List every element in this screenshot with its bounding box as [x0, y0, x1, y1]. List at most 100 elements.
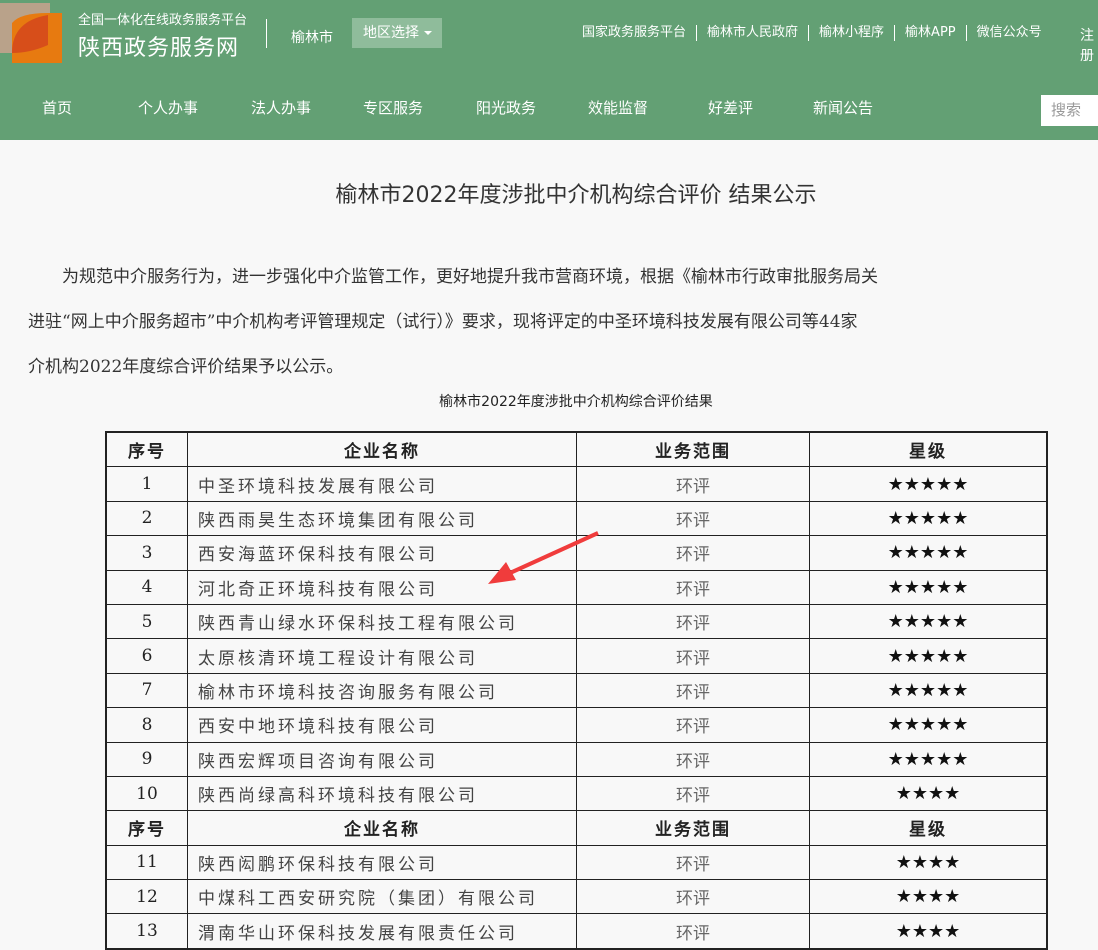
- business-scope: 环评: [576, 569, 810, 605]
- row-number: 5: [105, 603, 188, 640]
- site-logo[interactable]: [0, 3, 62, 63]
- search-input[interactable]: 搜索: [1041, 95, 1098, 126]
- star-rating: ★★★★: [809, 775, 1048, 812]
- table-row: 8 西安中地环境科技有限公司 环评 ★★★★★: [105, 707, 1048, 743]
- current-city: 榆林市: [291, 30, 333, 46]
- table-row: 10 陕西尚绿高科环境科技有限公司 环评 ★★★★: [105, 775, 1048, 812]
- table-title: 榆林市2022年度涉批中介机构综合评价结果: [439, 394, 713, 410]
- business-scope: 环评: [576, 879, 810, 915]
- star-rating: ★★★★★: [809, 707, 1048, 743]
- row-number: 9: [105, 741, 188, 777]
- star-rating: ★★★★★: [809, 500, 1048, 537]
- top-link[interactable]: 榆林小程序: [808, 25, 894, 41]
- business-scope: 环评: [576, 913, 810, 950]
- top-link[interactable]: 榆林APP: [894, 25, 966, 41]
- company-name: 中圣环境科技发展有限公司: [187, 466, 577, 502]
- company-name: 陕西闳鹏环保科技有限公司: [187, 844, 577, 881]
- row-number: 1: [105, 466, 188, 502]
- star-rating: ★★★★: [809, 844, 1048, 881]
- platform-label: 全国一体化在线政务服务平台: [78, 13, 248, 28]
- nav-rating[interactable]: 好差评: [708, 99, 754, 117]
- nav-corporate[interactable]: 法人办事: [251, 99, 312, 117]
- row-number: 12: [105, 879, 188, 915]
- column-header: 序号: [105, 431, 188, 468]
- row-number: 3: [105, 535, 188, 571]
- nav-personal[interactable]: 个人办事: [138, 99, 199, 117]
- nav-supervision[interactable]: 效能监督: [588, 99, 649, 117]
- top-link[interactable]: 国家政务服务平台: [582, 25, 687, 40]
- site-name[interactable]: 陕西政务服务网: [78, 36, 240, 61]
- site-header: 全国一体化在线政务服务平台 陕西政务服务网 榆林市 地区选择 国家政务服务平台 …: [0, 0, 1098, 140]
- business-scope: 环评: [576, 844, 810, 881]
- star-rating: ★★★★★: [809, 672, 1048, 709]
- company-name: 太原核清环境工程设计有限公司: [187, 638, 577, 674]
- star-rating: ★★★★★: [809, 569, 1048, 605]
- company-name: 西安海蓝环保科技有限公司: [187, 535, 577, 571]
- page-title: 榆林市2022年度涉批中介机构综合评价 结果公示: [335, 183, 817, 208]
- table-row: 3 西安海蓝环保科技有限公司 环评 ★★★★★: [105, 535, 1048, 571]
- top-link[interactable]: 微信公众号: [965, 25, 1052, 41]
- business-scope: 环评: [576, 707, 810, 743]
- business-scope: 环评: [576, 638, 810, 674]
- row-number: 6: [105, 638, 188, 674]
- table-row: 1 中圣环境科技发展有限公司 环评 ★★★★★: [105, 466, 1048, 502]
- region-select-label: 地区选择: [363, 25, 419, 41]
- star-rating: ★★★★★: [809, 603, 1048, 640]
- business-scope: 环评: [576, 672, 810, 709]
- star-rating: ★★★★★: [809, 466, 1048, 502]
- row-number: 11: [105, 844, 188, 881]
- star-rating: ★★★★★: [809, 638, 1048, 674]
- company-name: 陕西雨昊生态环境集团有限公司: [187, 500, 577, 537]
- nav-special[interactable]: 专区服务: [363, 99, 424, 117]
- business-scope: 环评: [576, 500, 810, 537]
- row-number: 10: [105, 775, 188, 812]
- company-name: 陕西尚绿高科环境科技有限公司: [187, 775, 577, 812]
- region-select-button[interactable]: 地区选择: [352, 18, 442, 48]
- company-name: 渭南华山环保科技发展有限责任公司: [187, 913, 577, 950]
- intro-paragraph: 为规范中介服务行为，进一步强化中介监管工作，更好地提升我市营商环境，根据《榆林市…: [28, 262, 1098, 397]
- column-header: 企业名称: [187, 810, 577, 846]
- row-number: 8: [105, 707, 188, 743]
- top-link[interactable]: 榆林市人民政府: [696, 25, 808, 41]
- column-header: 业务范围: [576, 431, 810, 468]
- results-table: 序号 企业名称 业务范围 星级 1 中圣环境科技发展有限公司 环评 ★★★★★ 2 陕西雨昊生态环…: [105, 431, 1048, 950]
- table-row: 9 陕西宏辉项目咨询有限公司 环评 ★★★★★: [105, 741, 1048, 777]
- row-number: 7: [105, 672, 188, 709]
- table-row: 7 榆林市环境科技咨询服务有限公司 环评 ★★★★★: [105, 672, 1048, 709]
- business-scope: 环评: [576, 741, 810, 777]
- table-row: 5 陕西青山绿水环保科技工程有限公司 环评 ★★★★★: [105, 603, 1048, 640]
- company-name: 河北奇正环境科技有限公司: [187, 569, 577, 605]
- company-name: 陕西青山绿水环保科技工程有限公司: [187, 603, 577, 640]
- table-header-row: 序号 企业名称 业务范围 星级: [105, 431, 1048, 468]
- nav-home[interactable]: 首页: [42, 99, 73, 117]
- star-rating: ★★★★: [809, 879, 1048, 915]
- star-rating: ★★★★★: [809, 535, 1048, 571]
- column-header: 星级: [809, 431, 1048, 468]
- business-scope: 环评: [576, 535, 810, 571]
- company-name: 榆林市环境科技咨询服务有限公司: [187, 672, 577, 709]
- table-row: 2 陕西雨昊生态环境集团有限公司 环评 ★★★★★: [105, 500, 1048, 537]
- row-number: 2: [105, 500, 188, 537]
- register-link[interactable]: 注册: [1080, 28, 1094, 64]
- star-rating: ★★★★: [809, 913, 1048, 950]
- company-name: 陕西宏辉项目咨询有限公司: [187, 741, 577, 777]
- table-row: 13 渭南华山环保科技发展有限责任公司 环评 ★★★★: [105, 913, 1048, 950]
- nav-news[interactable]: 新闻公告: [813, 99, 874, 117]
- table-row: 12 中煤科工西安研究院（集团）有限公司 环评 ★★★★: [105, 879, 1048, 915]
- column-header: 序号: [105, 810, 188, 846]
- row-number: 13: [105, 913, 188, 950]
- table-header-row: 序号 企业名称 业务范围 星级: [105, 810, 1048, 846]
- table-row: 11 陕西闳鹏环保科技有限公司 环评 ★★★★: [105, 844, 1048, 881]
- column-header: 企业名称: [187, 431, 577, 468]
- business-scope: 环评: [576, 603, 810, 640]
- company-name: 西安中地环境科技有限公司: [187, 707, 577, 743]
- column-header: 业务范围: [576, 810, 810, 846]
- table-row: 6 太原核清环境工程设计有限公司 环评 ★★★★★: [105, 638, 1048, 674]
- top-links: 国家政务服务平台 榆林市人民政府 榆林小程序 榆林APP 微信公众号: [582, 25, 1052, 41]
- nav-open-gov[interactable]: 阳光政务: [476, 99, 537, 117]
- paragraph-line: 介机构2022年度综合评价结果予以公示。: [28, 357, 344, 377]
- company-name: 中煤科工西安研究院（集团）有限公司: [187, 879, 577, 915]
- column-header: 星级: [809, 810, 1048, 846]
- star-rating: ★★★★★: [809, 741, 1048, 777]
- row-number: 4: [105, 569, 188, 605]
